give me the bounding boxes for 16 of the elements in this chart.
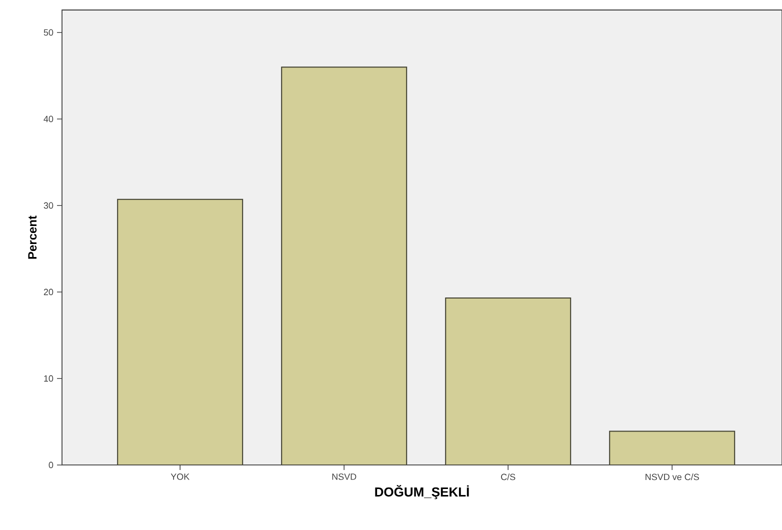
y-tick-label: 50 xyxy=(44,29,54,36)
y-tick-label: 30 xyxy=(44,202,54,209)
y-tick-label: 20 xyxy=(44,288,54,296)
bar xyxy=(609,430,736,465)
x-tick-label: YOK xyxy=(170,474,190,480)
x-axis-title: DOĞUM_ŞEKLİ xyxy=(375,484,469,500)
y-tick-label: 40 xyxy=(44,116,54,122)
y-axis-title: Percent xyxy=(28,216,37,259)
x-tick-label: NSVD xyxy=(332,474,356,480)
bar xyxy=(445,298,572,465)
x-tick-label: C/S xyxy=(501,474,516,480)
bar xyxy=(118,199,243,465)
x-tick-label: NSVD ve C/S xyxy=(646,474,699,480)
bar xyxy=(281,66,408,465)
y-tick-label: 0 xyxy=(48,462,54,468)
y-tick-label: 10 xyxy=(44,375,54,382)
